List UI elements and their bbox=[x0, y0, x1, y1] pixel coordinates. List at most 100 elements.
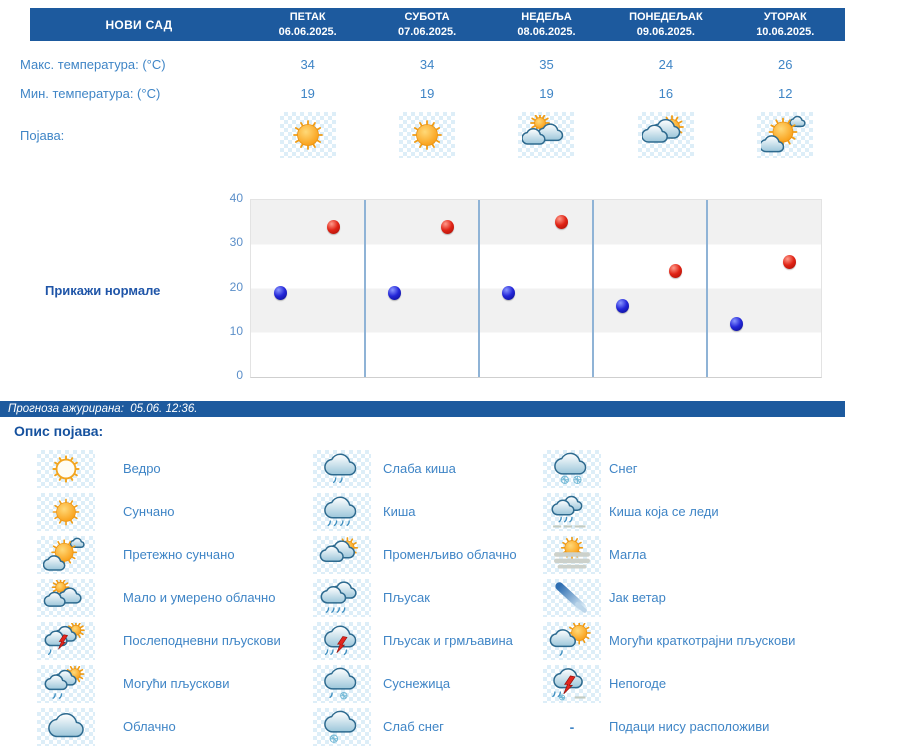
legend-item-label: Послеподневни пљускови bbox=[123, 633, 281, 648]
legend-item-label: Претежно сунчано bbox=[123, 547, 235, 562]
legend-icon-afternoon-showers bbox=[37, 621, 95, 660]
forecast-table-header: НОВИ САД ПЕТАК 06.06.2025. СУБОТА 07.06.… bbox=[30, 8, 845, 41]
min-temp-value: 19 bbox=[300, 85, 315, 101]
legend-item-label: Могући краткотрајни пљускови bbox=[609, 633, 796, 648]
day-column-header: ПОНЕДЕЉАК 09.06.2025. bbox=[606, 8, 725, 41]
y-axis-tick-label: 10 bbox=[229, 323, 243, 338]
max-temp-row: Макс. температура: (°C) 34 34 35 24 26 bbox=[0, 53, 845, 75]
legend-icon-shower bbox=[313, 578, 371, 617]
weather-icon-partly-cloudy bbox=[518, 112, 575, 158]
min-temp-value: 19 bbox=[419, 85, 435, 101]
legend-icon-fog bbox=[543, 535, 601, 574]
rain-icon bbox=[319, 494, 365, 526]
min-temp-value: 19 bbox=[539, 85, 554, 101]
day-column-header: СУБОТА 07.06.2025. bbox=[367, 8, 486, 41]
min-temp-label: Мин. температура: (°C) bbox=[20, 85, 161, 101]
shower-icon bbox=[319, 580, 365, 613]
legend-icon-sleet bbox=[313, 664, 371, 703]
legend-item-label: Непогоде bbox=[609, 676, 667, 691]
day-column-header: ПЕТАК 06.06.2025. bbox=[248, 8, 367, 41]
min-temp-row: Мин. температура: (°C) 19 19 19 16 12 bbox=[0, 82, 845, 104]
sunny-icon bbox=[292, 120, 323, 150]
legend-item-label: Слаба киша bbox=[383, 461, 456, 476]
phenomena-row: Појава: bbox=[0, 110, 845, 160]
city-name: НОВИ САД bbox=[105, 17, 173, 32]
weather-icon-mostly-sunny bbox=[757, 112, 814, 158]
cloudy-icon bbox=[43, 709, 89, 745]
legend-item-label: Пљусак bbox=[383, 590, 430, 605]
min-temp-point bbox=[502, 285, 516, 300]
day-date: 08.06.2025. bbox=[517, 25, 576, 38]
sleet-icon bbox=[319, 666, 365, 699]
storms-icon bbox=[552, 666, 586, 701]
legend-item-label: Снег bbox=[609, 461, 638, 476]
phenomena-label: Појава: bbox=[20, 127, 65, 143]
mostly-sunny-icon bbox=[761, 115, 809, 155]
min-temp-point bbox=[274, 285, 288, 300]
legend-item-label: Јак ветар bbox=[609, 590, 666, 605]
show-normals-link[interactable]: Прикажи нормале bbox=[45, 283, 161, 298]
legend-icon-cloudy bbox=[37, 707, 95, 746]
day-column-header: НЕДЕЉА 08.06.2025. bbox=[487, 8, 606, 41]
partly-cloudy-icon bbox=[43, 579, 89, 616]
day-date: 09.06.2025. bbox=[636, 25, 695, 38]
no-data-symbol: - bbox=[569, 718, 575, 735]
chart-divider bbox=[478, 200, 480, 377]
day-date: 10.06.2025. bbox=[756, 25, 815, 38]
shower-thunder-icon bbox=[319, 623, 365, 655]
y-axis-tick-label: 20 bbox=[229, 279, 243, 294]
legend-icon-clear bbox=[37, 449, 95, 488]
legend-item-label: Киша која се леди bbox=[609, 504, 719, 519]
short-showers-icon bbox=[549, 622, 591, 656]
clear-icon bbox=[52, 454, 80, 483]
legend-icon-mostly-sunny bbox=[37, 535, 95, 574]
day-name: СУБОТА bbox=[404, 11, 450, 24]
legend-icon-snow bbox=[543, 449, 601, 488]
variable-cloudy-icon bbox=[319, 536, 359, 573]
min-temp-value: 16 bbox=[658, 85, 674, 101]
chart-y-axis: 0 10 20 30 40 bbox=[211, 191, 243, 382]
variable-cloudy-icon bbox=[641, 115, 684, 155]
mostly-sunny-icon bbox=[43, 537, 89, 573]
day-date: 06.06.2025. bbox=[278, 25, 337, 38]
day-column-header: УТОРАК 10.06.2025. bbox=[726, 8, 845, 41]
legend-icon-light-rain bbox=[313, 449, 371, 488]
legend-title: Опис појава: bbox=[14, 423, 104, 439]
legend-item-label: Ведро bbox=[123, 461, 161, 476]
legend-icon-possible-showers bbox=[37, 664, 95, 703]
max-temp-point bbox=[782, 254, 796, 269]
light-snow-icon bbox=[319, 709, 365, 743]
max-temp-point bbox=[440, 219, 454, 234]
legend-item-label: Суснежица bbox=[383, 676, 451, 691]
legend-icon-storms bbox=[543, 664, 601, 703]
sunny-icon bbox=[52, 498, 80, 525]
temperature-chart bbox=[250, 199, 822, 378]
forecast-updated-bar: Прогноза ажурирана: 05.06. 12:36. bbox=[0, 401, 845, 417]
min-temp-point bbox=[388, 285, 402, 300]
legend-icon-short-showers bbox=[543, 621, 601, 660]
chart-divider bbox=[706, 200, 708, 377]
max-temp-point bbox=[326, 219, 340, 234]
legend-icon-freezing-rain bbox=[543, 492, 601, 531]
day-name: ПЕТАК bbox=[289, 11, 326, 24]
max-temp-value: 24 bbox=[658, 56, 674, 72]
max-temp-point bbox=[668, 263, 682, 278]
snow-icon bbox=[549, 451, 595, 484]
legend-icon-rain bbox=[313, 492, 371, 531]
legend-item-label: Подаци нису расположиви bbox=[609, 719, 770, 734]
legend-item-label: Киша bbox=[383, 504, 416, 519]
legend-item-label: Сунчано bbox=[123, 504, 175, 519]
legend-item-label: Слаб снег bbox=[383, 719, 444, 734]
legend-icon-sunny bbox=[37, 492, 95, 531]
light-rain-icon bbox=[319, 451, 365, 483]
sunny-icon bbox=[412, 120, 442, 150]
partly-cloudy-icon bbox=[522, 115, 570, 155]
legend-item-label: Облачно bbox=[123, 719, 176, 734]
max-temp-value: 34 bbox=[419, 56, 435, 72]
chart-divider bbox=[592, 200, 594, 377]
y-axis-tick-label: 40 bbox=[229, 191, 243, 205]
legend-icon-strong-wind bbox=[543, 578, 601, 617]
y-axis-tick-label: 30 bbox=[229, 235, 243, 250]
min-temp-point bbox=[730, 316, 744, 331]
